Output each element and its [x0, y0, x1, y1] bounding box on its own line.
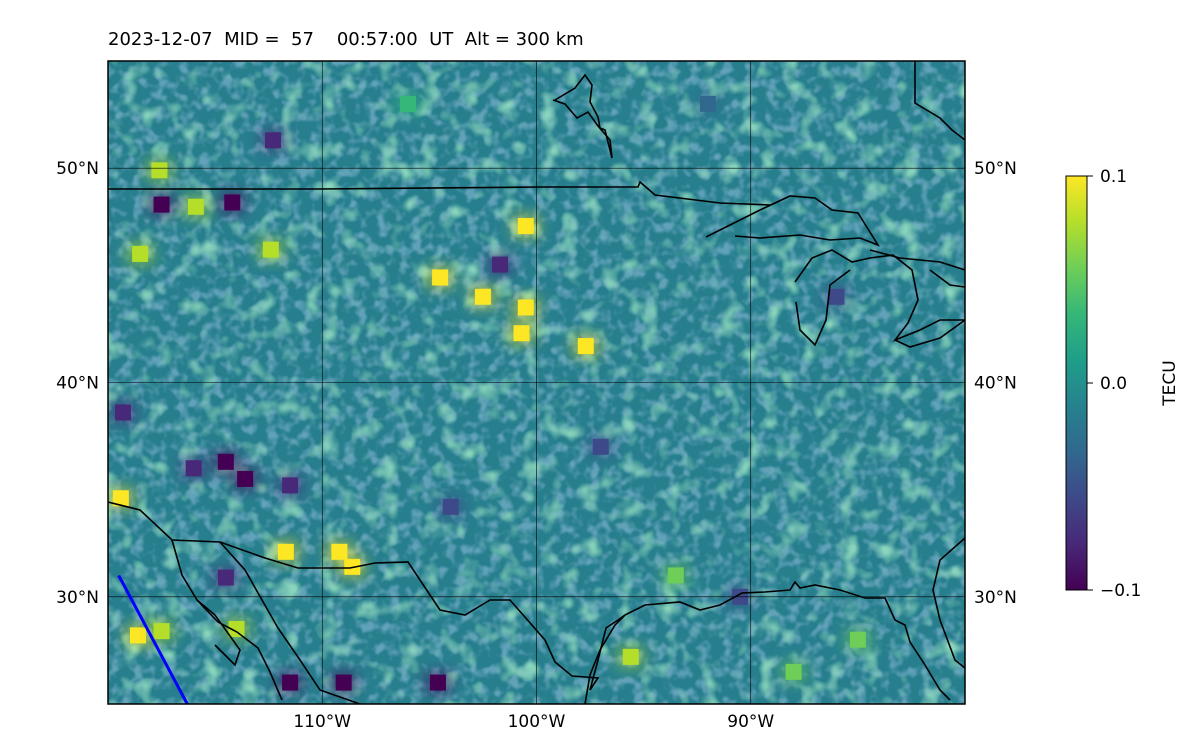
lake-huron-east [795, 269, 851, 347]
colorbar-label: TECU [1160, 360, 1180, 406]
tec-anomaly [662, 564, 689, 587]
colorbar-gradient [1065, 175, 1088, 591]
tec-anomaly [424, 671, 451, 694]
tec-anomaly [259, 129, 286, 152]
tec-anomaly [146, 159, 173, 182]
colorbar-tick-label: 0.1 [1100, 167, 1127, 187]
tec-anomaly [508, 322, 535, 345]
lat-tick-label-right: 50°N [974, 159, 1017, 179]
title-time-unit: UT [429, 29, 454, 50]
map-frame [107, 60, 966, 705]
lat-tick-label-right: 40°N [974, 374, 1017, 394]
tec-anomaly [257, 238, 284, 261]
tec-anomaly [124, 624, 151, 647]
tec-anomaly [272, 540, 299, 563]
hudson-bay-coast [552, 73, 613, 159]
lake-superior [705, 195, 880, 247]
lon-tick-label: 100°W [508, 712, 566, 732]
title-time: 00:57:00 [336, 29, 418, 50]
title-mid-label: MID = [224, 29, 280, 50]
tec-anomaly [780, 660, 807, 683]
mexico-east-coast [584, 614, 626, 704]
tec-anomaly [394, 92, 421, 115]
ontario-shore [929, 269, 965, 288]
plot-title: 2023-12-07 MID = 57 00:57:00 UT Alt = 30… [108, 29, 584, 50]
lat-tick-label-right: 30°N [974, 588, 1017, 608]
tec-anomaly [694, 92, 721, 115]
us-canada-border [108, 180, 771, 206]
title-mid-value: 57 [291, 29, 314, 50]
tec-anomaly [148, 620, 175, 643]
northeast-border [914, 61, 965, 141]
gulf-coast-texas [624, 580, 951, 701]
tec-anomaly [232, 467, 259, 490]
tec-anomaly [148, 193, 175, 216]
colorbar-ticks: 0.1 0.0 −0.1 [1087, 167, 1141, 601]
tec-anomaly [469, 285, 496, 308]
tec-anomaly [182, 195, 209, 218]
florida-peninsula [932, 537, 965, 669]
us-mexico-border [108, 501, 626, 691]
lat-tick-label-left: 40°N [56, 374, 99, 394]
tec-anomaly [617, 645, 644, 668]
tec-anomaly [427, 266, 454, 289]
tec-anomaly [844, 628, 871, 651]
gulf-of-california [196, 599, 241, 667]
tec-anomaly [487, 253, 514, 276]
tec-anomaly [223, 617, 250, 640]
tec-anomaly [512, 215, 539, 238]
gridlines [108, 61, 965, 704]
lon-tick-label: 110°W [293, 712, 351, 732]
title-altitude: Alt = 300 km [464, 29, 584, 50]
lake-michigan-huron [794, 249, 965, 348]
colorbar-tick-label: 0.0 [1100, 374, 1127, 394]
lat-tick-label-left: 30°N [56, 588, 99, 608]
tec-anomaly [180, 457, 207, 480]
tec-anomaly [277, 474, 304, 497]
title-date: 2023-12-07 [108, 29, 213, 50]
tec-anomaly [277, 671, 304, 694]
colorbar: 0.1 0.0 −0.1 TECU [1065, 167, 1180, 601]
satellite-track [117, 574, 189, 705]
tec-anomaly [212, 450, 239, 473]
tec-anomaly [512, 296, 539, 319]
tec-anomaly [109, 401, 136, 424]
tec-anomaly [330, 671, 357, 694]
tec-anomaly [219, 191, 246, 214]
colorbar-tick-label: −0.1 [1100, 581, 1141, 601]
tec-anomaly [127, 242, 154, 265]
baja-peninsula [171, 539, 283, 701]
tec-anomaly [587, 435, 614, 458]
lon-tick-label: 90°W [727, 712, 774, 732]
sonora-coast [219, 541, 361, 704]
st-lawrence [869, 249, 965, 271]
tec-anomaly [572, 335, 599, 358]
lat-tick-label-left: 50°N [56, 159, 99, 179]
axis-ticks: 50°N 50°N 40°N 40°N 30°N 30°N 110°W 100°W 90°W [56, 159, 1017, 732]
tec-anomaly [437, 495, 464, 518]
coastlines [108, 61, 965, 704]
tec-anomaly [212, 566, 239, 589]
tec-anomalies [108, 92, 871, 694]
